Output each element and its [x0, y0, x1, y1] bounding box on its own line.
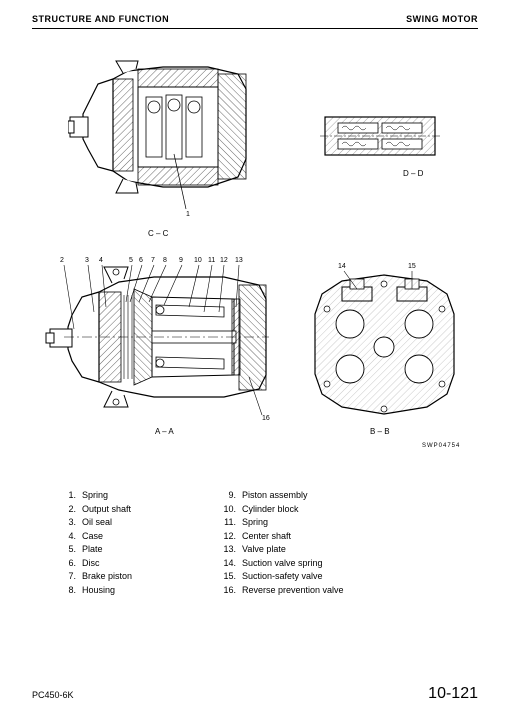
legend-item: 7.Brake piston: [60, 570, 220, 584]
callout-8: 8: [163, 257, 167, 264]
page-footer: PC450-6K 10-121: [32, 685, 478, 703]
legend-item: 4.Case: [60, 530, 220, 544]
section-label-dd: D – D: [403, 169, 423, 178]
section-label-cc: C – C: [148, 229, 168, 238]
callout-11: 11: [208, 257, 215, 264]
figure-section-dd: [320, 109, 440, 164]
legend-item: 16.Reverse prevention valve: [220, 584, 344, 598]
legend-item: 9.Piston assembly: [220, 489, 344, 503]
callout-5: 5: [129, 257, 133, 264]
parts-legend: 1.Spring 2.Output shaft 3.Oil seal 4.Cas…: [0, 459, 510, 597]
legend-item: 1.Spring: [60, 489, 220, 503]
callout-13: 13: [235, 257, 243, 264]
legend-item: 2.Output shaft: [60, 503, 220, 517]
legend-col-1: 1.Spring 2.Output shaft 3.Oil seal 4.Cas…: [60, 489, 220, 597]
section-label-aa: A – A: [155, 427, 174, 436]
legend-item: 8.Housing: [60, 584, 220, 598]
callout-7: 7: [151, 257, 155, 264]
figure-section-cc: [68, 59, 258, 219]
callout-16: 16: [262, 415, 270, 422]
callout-1: 1: [186, 211, 190, 218]
model-number: PC450-6K: [32, 690, 74, 700]
callout-12: 12: [220, 257, 228, 264]
legend-item: 12.Center shaft: [220, 530, 344, 544]
drawing-id: SWP04754: [422, 443, 460, 449]
figure-section-bb: [302, 269, 467, 424]
callout-15: 15: [408, 263, 416, 270]
callout-10: 10: [194, 257, 202, 264]
callout-14: 14: [338, 263, 346, 270]
legend-item: 14.Suction valve spring: [220, 557, 344, 571]
callout-3: 3: [85, 257, 89, 264]
section-label-bb: B – B: [370, 427, 390, 436]
page-number: 10-121: [428, 685, 478, 703]
callout-6: 6: [139, 257, 143, 264]
header-right: SWING MOTOR: [406, 14, 478, 24]
legend-item: 6.Disc: [60, 557, 220, 571]
legend-item: 5.Plate: [60, 543, 220, 557]
callout-9: 9: [179, 257, 183, 264]
legend-item: 3.Oil seal: [60, 516, 220, 530]
legend-item: 13.Valve plate: [220, 543, 344, 557]
legend-item: 15.Suction-safety valve: [220, 570, 344, 584]
callout-2: 2: [60, 257, 64, 264]
legend-col-2: 9.Piston assembly 10.Cylinder block 11.S…: [220, 489, 344, 597]
page-header: STRUCTURE AND FUNCTION SWING MOTOR: [0, 0, 510, 28]
figures-area: 1 C – C D – D: [0, 29, 510, 459]
legend-item: 10.Cylinder block: [220, 503, 344, 517]
legend-item: 11.Spring: [220, 516, 344, 530]
figure-section-aa: [44, 257, 279, 427]
header-left: STRUCTURE AND FUNCTION: [32, 14, 169, 24]
callout-4: 4: [99, 257, 103, 264]
